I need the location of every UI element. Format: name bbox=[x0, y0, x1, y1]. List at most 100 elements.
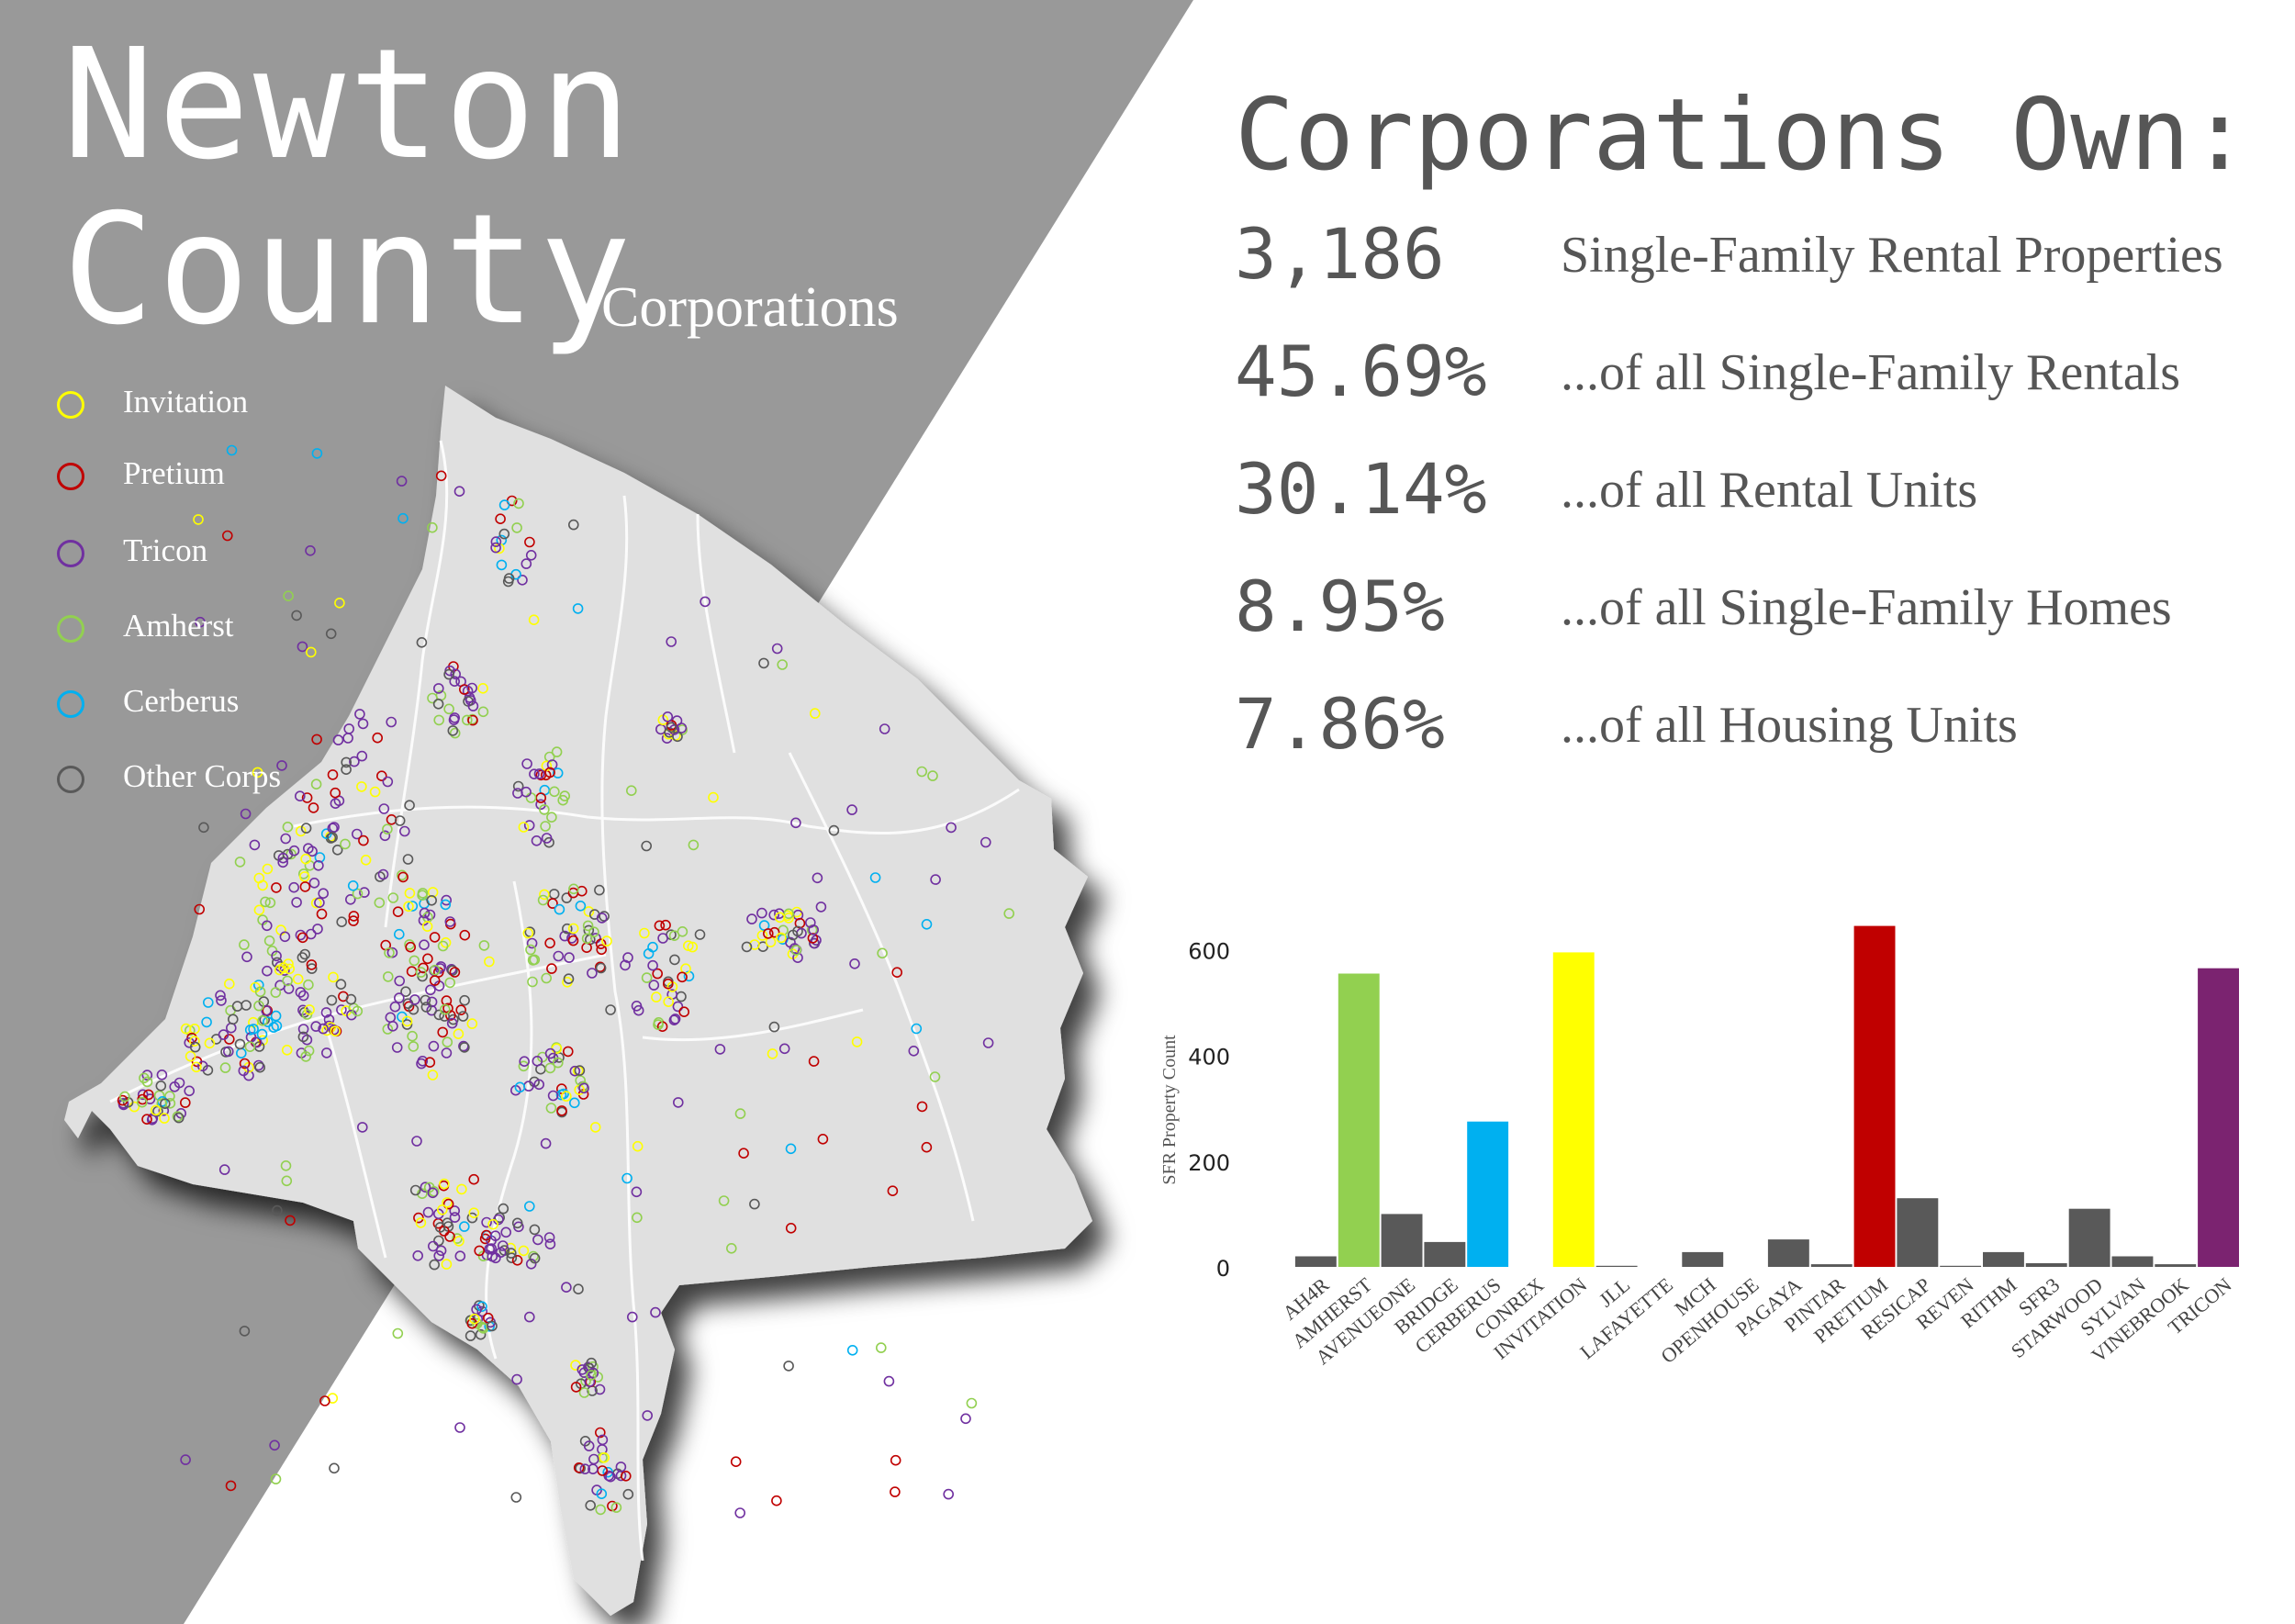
property-dot bbox=[487, 1218, 498, 1230]
property-dot bbox=[295, 987, 307, 998]
property-dot bbox=[435, 470, 447, 482]
property-dot bbox=[422, 953, 433, 965]
property-dot bbox=[357, 718, 369, 730]
property-dot bbox=[409, 955, 420, 967]
property-dot bbox=[927, 770, 938, 781]
property-dot bbox=[456, 1183, 467, 1195]
property-dot bbox=[329, 822, 340, 833]
property-dot bbox=[554, 903, 565, 915]
property-dot bbox=[150, 1104, 162, 1116]
property-dot bbox=[444, 1231, 455, 1242]
property-dot bbox=[427, 1187, 439, 1199]
property-dot bbox=[567, 935, 579, 946]
property-dot bbox=[540, 821, 551, 832]
property-dot bbox=[513, 498, 524, 510]
property-dot bbox=[594, 1383, 606, 1395]
property-dot bbox=[556, 1105, 567, 1116]
property-dot bbox=[594, 1427, 606, 1439]
property-dot bbox=[297, 1031, 309, 1043]
property-dot bbox=[401, 1019, 413, 1030]
property-dot bbox=[528, 1250, 539, 1262]
property-dot bbox=[921, 1141, 933, 1153]
property-dot bbox=[457, 1011, 469, 1022]
bar-resicap bbox=[1897, 1198, 1939, 1267]
property-dot bbox=[270, 987, 282, 998]
property-dot bbox=[523, 1201, 535, 1212]
title-subtitle: Corporations bbox=[601, 276, 899, 339]
property-dot bbox=[563, 973, 575, 984]
property-dot bbox=[305, 646, 317, 658]
property-dot bbox=[648, 980, 660, 991]
property-dot bbox=[595, 962, 607, 974]
property-dot bbox=[407, 901, 419, 912]
property-dot bbox=[427, 521, 438, 533]
property-dot bbox=[477, 682, 488, 694]
stat-value: 8.95% bbox=[1235, 566, 1445, 647]
property-dot bbox=[400, 986, 411, 997]
property-dot bbox=[746, 913, 757, 924]
property-dot bbox=[447, 965, 458, 976]
property-dot bbox=[541, 972, 553, 984]
county-map[interactable] bbox=[64, 386, 1092, 1616]
property-dot bbox=[547, 898, 558, 909]
property-dot bbox=[408, 1041, 420, 1052]
bar-sylvan bbox=[2111, 1256, 2154, 1267]
property-dot bbox=[122, 1096, 134, 1108]
property-dot bbox=[544, 937, 555, 949]
property-dot bbox=[427, 692, 438, 704]
property-dot bbox=[268, 1022, 279, 1033]
property-dot bbox=[195, 616, 206, 628]
property-dot bbox=[465, 1330, 476, 1341]
property-dot bbox=[378, 803, 390, 814]
property-dot bbox=[137, 1096, 148, 1108]
property-dot bbox=[467, 714, 478, 726]
property-dot bbox=[274, 964, 285, 976]
property-dot bbox=[155, 1081, 167, 1092]
property-dot bbox=[434, 1222, 446, 1233]
property-dot bbox=[676, 722, 688, 734]
property-dot bbox=[605, 1471, 616, 1483]
property-dot bbox=[700, 596, 711, 608]
property-dot bbox=[256, 1028, 268, 1040]
property-dot bbox=[372, 732, 384, 744]
property-dot bbox=[320, 1047, 332, 1058]
property-dot bbox=[641, 972, 653, 983]
property-dot bbox=[982, 1037, 994, 1048]
y-tick-label: 0 bbox=[1216, 1256, 1230, 1282]
property-dot bbox=[448, 714, 460, 725]
property-dot bbox=[327, 769, 339, 780]
property-dot bbox=[756, 907, 767, 919]
property-dot bbox=[330, 787, 341, 799]
property-dot bbox=[641, 840, 653, 852]
property-dot bbox=[201, 1016, 212, 1028]
property-dot bbox=[428, 1040, 440, 1052]
property-dot bbox=[386, 716, 397, 728]
property-dot bbox=[437, 940, 449, 952]
property-dot bbox=[596, 1488, 608, 1499]
property-dot bbox=[569, 1065, 581, 1077]
property-dot bbox=[239, 939, 250, 950]
property-dot bbox=[425, 984, 436, 996]
property-dot bbox=[305, 544, 316, 556]
property-dot bbox=[261, 920, 273, 932]
property-dot bbox=[449, 1212, 461, 1223]
property-dot bbox=[298, 1007, 310, 1018]
property-dot bbox=[468, 1207, 480, 1218]
property-dot bbox=[621, 1172, 633, 1184]
property-dot bbox=[341, 756, 353, 768]
property-dot bbox=[891, 967, 903, 978]
property-dot bbox=[446, 1017, 458, 1029]
property-dot bbox=[319, 1395, 330, 1406]
property-dot bbox=[433, 1009, 445, 1021]
property-dot bbox=[512, 780, 524, 792]
property-dot bbox=[544, 1238, 556, 1249]
property-dot bbox=[344, 893, 356, 905]
property-dot bbox=[567, 519, 579, 531]
property-dot bbox=[532, 1234, 543, 1246]
property-dot bbox=[650, 1306, 661, 1318]
property-dot bbox=[272, 1204, 283, 1216]
property-dot bbox=[271, 882, 282, 893]
property-dot bbox=[459, 1042, 470, 1053]
property-dot bbox=[404, 888, 416, 899]
property-dot bbox=[405, 941, 417, 953]
